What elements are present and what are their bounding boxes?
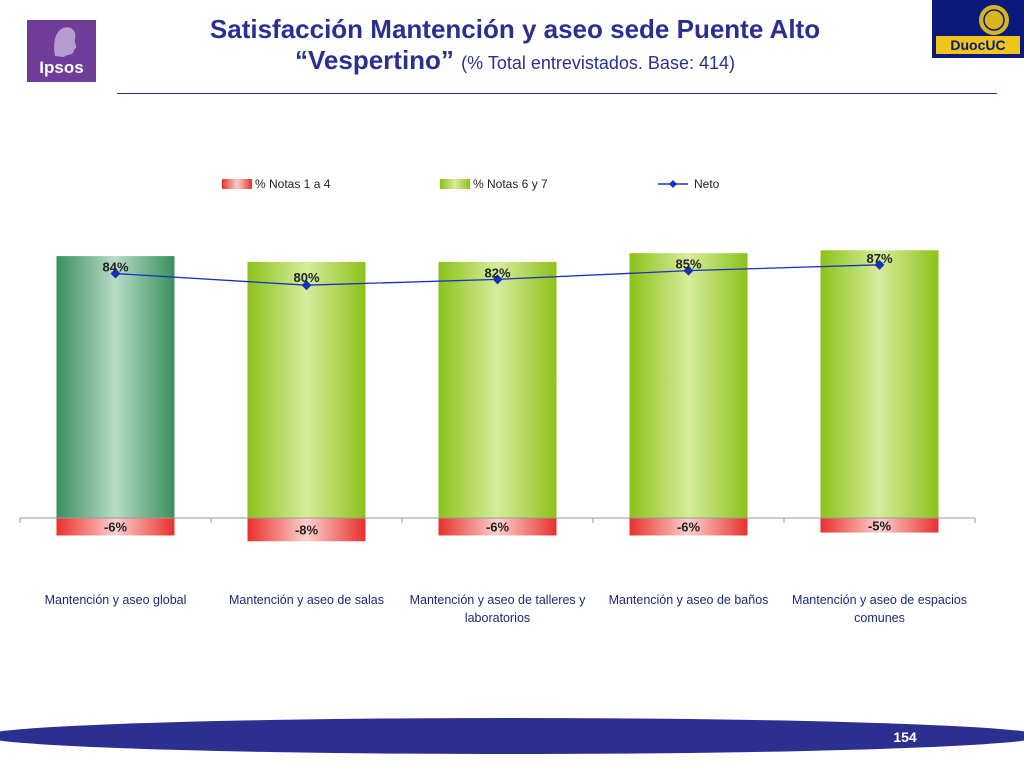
data-label-negative: -8% (295, 523, 319, 538)
data-label-net: 82% (484, 265, 510, 280)
category-labels: Mantención y aseo global Mantención y ase… (45, 593, 967, 625)
data-label-net: 87% (866, 251, 892, 266)
duoc-logo-text: DuocUC (950, 37, 1006, 53)
bar-notas-1-4 (629, 518, 748, 536)
footer-band (0, 718, 1024, 754)
title-divider (117, 93, 997, 94)
data-label-negative: -6% (104, 520, 128, 535)
legend-label: % Notas 1 a 4 (255, 177, 331, 191)
title-subtitle: (% Total entrevistados. Base: 414) (461, 53, 735, 73)
bar-notas-6-7 (820, 250, 939, 518)
page-number: 154 (893, 729, 917, 745)
legend-swatch (222, 179, 252, 189)
ipsos-head-icon (54, 27, 77, 57)
data-label-net: 80% (293, 270, 319, 285)
category-label: comunes (854, 611, 905, 625)
duoc-seal-icon (936, 3, 1020, 54)
data-label-negative: -6% (677, 520, 701, 535)
net-point (301, 280, 312, 291)
bar-notas-1-4 (247, 518, 366, 542)
net-point (874, 259, 885, 270)
data-label-negative: -6% (486, 520, 510, 535)
positive-bars (56, 250, 939, 518)
page-title: Satisfacción Mantención y aseo sede Puen… (120, 14, 910, 79)
category-label: Mantención y aseo global (45, 593, 187, 607)
net-point (683, 265, 694, 276)
chart-legend: % Notas 1 a 4 % Notas 6 y 7 Neto (222, 177, 720, 191)
title-quoted: “Vespertino” (295, 45, 454, 75)
ipsos-logo: Ipsos (27, 20, 96, 82)
bar-notas-1-4 (56, 518, 175, 536)
category-label: Mantención y aseo de salas (229, 593, 384, 607)
x-axis-ticks (19, 518, 976, 523)
bar-notas-1-4 (438, 518, 557, 536)
data-label-net: 84% (102, 260, 128, 275)
bar-notas-6-7 (438, 261, 557, 518)
category-label: Mantención y aseo de talleres y (410, 593, 587, 607)
legend-swatch (440, 179, 470, 189)
bar-notas-6-7 (629, 253, 748, 518)
category-label: Mantención y aseo de baños (609, 593, 769, 607)
legend-marker (669, 180, 677, 188)
data-label-net: 85% (675, 257, 701, 272)
legend-label: Neto (694, 177, 720, 191)
title-line-1: Satisfacción Mantención y aseo sede Puen… (209, 14, 821, 44)
category-label: laboratorios (465, 611, 530, 625)
net-point (110, 268, 121, 279)
satisfaction-chart: % Notas 1 a 4% Notas 6 y 7 Neto -6% -8% -6%… (19, 177, 976, 625)
legend-label: % Notas 6 y 7 (473, 177, 548, 191)
bar-notas-1-4 (820, 518, 939, 533)
bar-notas-6-7 (247, 261, 366, 518)
ipsos-logo-text: Ipsos (39, 58, 84, 77)
duoc-logo: DuocUC (932, 0, 1024, 58)
net-point (492, 274, 503, 285)
net-series (110, 259, 885, 291)
category-label: Mantención y aseo de espacios (792, 593, 967, 607)
data-label-negative: -5% (868, 518, 892, 533)
negative-bars (56, 518, 939, 542)
title-line-2: “Vespertino” (% Total entrevistados. Bas… (120, 44, 910, 79)
bar-notas-6-7 (56, 256, 175, 518)
data-labels: -6% -8% -6% -6% -5% 84% 80% 82% 85% 87% (102, 251, 892, 538)
